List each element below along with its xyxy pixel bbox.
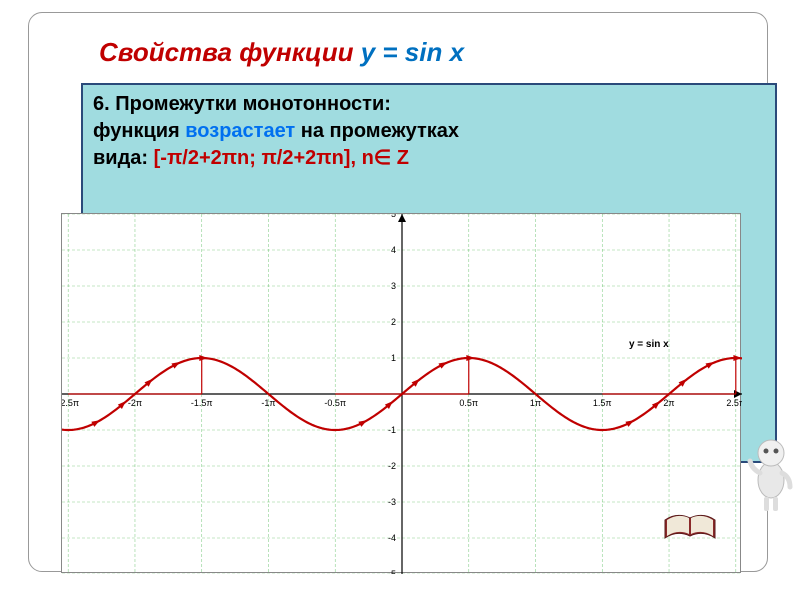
svg-text:-3: -3 [388,497,396,507]
svg-text:2π: 2π [663,398,674,408]
sine-chart: -2.5π-2π-1.5π-1π-0.5π0.5π1π1.5π2π2.5π-5-… [61,213,741,573]
svg-text:-0.5π: -0.5π [324,398,346,408]
sine-svg: -2.5π-2π-1.5π-1π-0.5π0.5π1π1.5π2π2.5π-5-… [62,214,742,574]
svg-text:1π: 1π [530,398,541,408]
svg-text:-1.5π: -1.5π [191,398,213,408]
slide-frame: Свойства функции y = sin x 6. Промежутки… [28,12,768,572]
title-text: Свойства функции [99,37,361,67]
svg-text:3: 3 [391,281,396,291]
svg-text:-5: -5 [388,569,396,574]
svg-text:5: 5 [391,214,396,219]
mascot-icon [746,425,796,520]
svg-text:1.5π: 1.5π [593,398,612,408]
svg-text:0.5π: 0.5π [459,398,478,408]
svg-text:1: 1 [391,353,396,363]
svg-text:y = sin x: y = sin x [629,339,669,350]
svg-text:2: 2 [391,317,396,327]
property-line2: функция возрастает на промежутках [93,118,459,145]
property-line1: 6. Промежутки монотонности: [93,91,459,118]
svg-text:2.5π: 2.5π [726,398,742,408]
slide-title: Свойства функции y = sin x [99,37,464,68]
title-formula: y = sin x [361,37,464,67]
svg-text:-2: -2 [388,461,396,471]
svg-text:4: 4 [391,245,396,255]
property-text: 6. Промежутки монотонности: функция возр… [93,91,459,172]
svg-text:-4: -4 [388,533,396,543]
svg-text:-1: -1 [388,425,396,435]
property-line3: вида: [-π/2+2πn; π/2+2πn], n∈ Z [93,145,459,172]
book-icon [663,512,717,549]
svg-text:-2.5π: -2.5π [62,398,79,408]
